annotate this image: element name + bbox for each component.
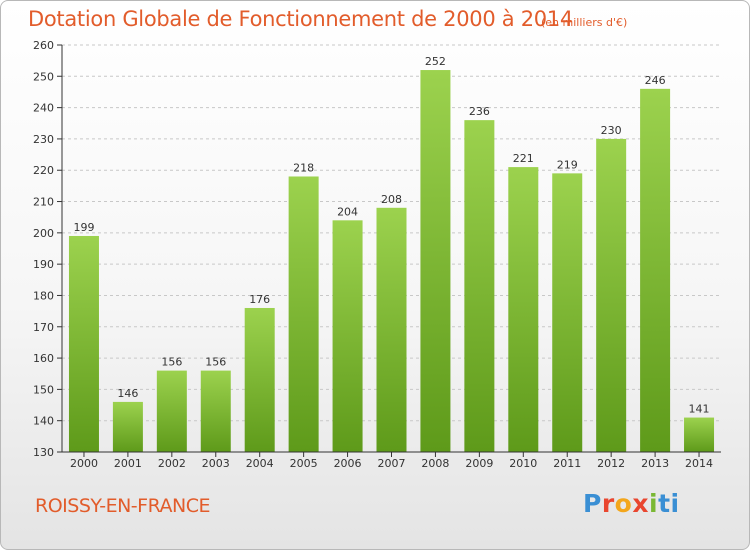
bar-2008 bbox=[420, 70, 451, 453]
x-tick-label: 2009 bbox=[465, 457, 493, 470]
bar-2013 bbox=[640, 88, 671, 452]
y-tick-label: 210 bbox=[33, 196, 54, 209]
x-tick-label: 2003 bbox=[202, 457, 230, 470]
bar-2006 bbox=[332, 220, 363, 452]
x-tick-label: 2006 bbox=[334, 457, 362, 470]
x-tick-label: 2002 bbox=[158, 457, 186, 470]
value-label: 252 bbox=[425, 55, 446, 68]
bar-2011 bbox=[552, 173, 583, 452]
value-label: 246 bbox=[645, 74, 666, 87]
x-tick-label: 2008 bbox=[421, 457, 449, 470]
x-tick-label: 2011 bbox=[553, 457, 581, 470]
value-label: 236 bbox=[469, 105, 490, 118]
value-label: 221 bbox=[513, 152, 534, 165]
bar-2010 bbox=[508, 167, 539, 452]
y-tick-label: 260 bbox=[33, 39, 54, 52]
bar-2000 bbox=[68, 235, 99, 452]
unit-note: (en milliers d'€) bbox=[541, 16, 628, 29]
labels: 130 140 150 160 170 180 190 200 210 220 230 240 250 2… bbox=[33, 39, 713, 470]
value-label: 219 bbox=[557, 158, 578, 171]
bar-2007 bbox=[376, 207, 407, 452]
proxiti-logo[interactable]: Proxiti bbox=[583, 489, 680, 518]
y-tick-label: 200 bbox=[33, 227, 54, 240]
y-tick-label: 130 bbox=[33, 446, 54, 459]
value-label: 146 bbox=[117, 387, 138, 400]
x-tick-label: 2014 bbox=[685, 457, 713, 470]
y-tick-label: 160 bbox=[33, 352, 54, 365]
value-label: 199 bbox=[73, 221, 94, 234]
x-tick-label: 2004 bbox=[246, 457, 274, 470]
y-tick-label: 180 bbox=[33, 289, 54, 302]
y-tick-label: 250 bbox=[33, 70, 54, 83]
bars bbox=[68, 70, 715, 453]
bar-2005 bbox=[288, 176, 319, 452]
value-label: 156 bbox=[161, 356, 182, 369]
value-label: 208 bbox=[381, 193, 402, 206]
bar-2002 bbox=[156, 370, 187, 452]
x-tick-label: 2001 bbox=[114, 457, 142, 470]
bar-2004 bbox=[244, 307, 275, 452]
value-label: 218 bbox=[293, 161, 314, 174]
x-tick-label: 2007 bbox=[378, 457, 406, 470]
x-tick-label: 2012 bbox=[597, 457, 625, 470]
value-label: 141 bbox=[689, 403, 710, 416]
bar-2014 bbox=[684, 417, 715, 452]
y-tick-label: 170 bbox=[33, 321, 54, 334]
bar-2003 bbox=[200, 370, 231, 452]
chart-title: Dotation Globale de Fonctionnement de 20… bbox=[28, 7, 573, 31]
x-tick-label: 2000 bbox=[70, 457, 98, 470]
x-tick-label: 2013 bbox=[641, 457, 669, 470]
commune-name: ROISSY-EN-FRANCE bbox=[35, 495, 211, 517]
axes bbox=[57, 44, 721, 457]
value-label: 176 bbox=[249, 293, 270, 306]
value-label: 204 bbox=[337, 205, 358, 218]
y-tick-label: 230 bbox=[33, 133, 54, 146]
y-tick-label: 190 bbox=[33, 258, 54, 271]
y-tick-label: 220 bbox=[33, 164, 54, 177]
value-label: 156 bbox=[205, 356, 226, 369]
y-tick-label: 240 bbox=[33, 102, 54, 115]
x-tick-label: 2005 bbox=[290, 457, 318, 470]
x-tick-label: 2010 bbox=[509, 457, 537, 470]
bar-2001 bbox=[112, 401, 143, 452]
value-label: 230 bbox=[601, 124, 622, 137]
y-tick-label: 150 bbox=[33, 383, 54, 396]
bar-2009 bbox=[464, 120, 495, 452]
y-tick-label: 140 bbox=[33, 415, 54, 428]
bar-2012 bbox=[596, 138, 627, 452]
